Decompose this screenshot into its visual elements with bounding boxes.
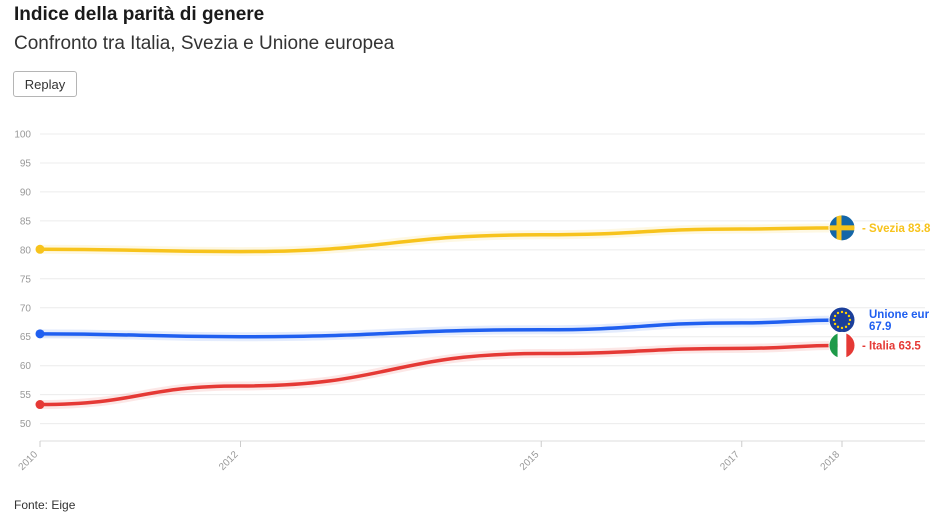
chart-subtitle: Confronto tra Italia, Svezia e Unione eu… <box>14 33 395 54</box>
eu-flag-icon <box>828 306 856 334</box>
grid-lines <box>40 133 925 425</box>
series-unione-europea <box>35 315 847 342</box>
y-tick-label: 75 <box>20 274 32 285</box>
chart-title: Indice della parità di genere <box>14 4 265 25</box>
y-tick-label: 100 <box>14 130 31 141</box>
y-tick-label: 90 <box>20 187 32 198</box>
series-start-marker <box>35 400 45 410</box>
x-axis: 2010 2012 2015 2017 2018 <box>17 440 925 473</box>
series-line <box>38 318 844 339</box>
series-start-marker <box>35 329 45 339</box>
end-label: Unione eur 67.9 <box>869 309 930 333</box>
end-label-name: Unione eur <box>869 309 930 321</box>
y-tick-label: 65 <box>20 332 32 343</box>
y-tick-label: 80 <box>20 245 32 256</box>
series-line <box>38 343 844 407</box>
end-label-dash: - <box>862 223 869 235</box>
end-label-name: Italia <box>869 340 898 352</box>
series-svezia <box>35 223 847 257</box>
series-start-marker <box>35 244 45 254</box>
end-label-name: Svezia <box>869 223 908 235</box>
italy-flag-icon <box>828 331 856 359</box>
y-tick-label: 95 <box>20 158 32 169</box>
y-tick-label: 85 <box>20 216 32 227</box>
y-tick-label: 70 <box>20 303 32 314</box>
x-tick-label: 2012 <box>217 449 241 473</box>
series-halo <box>35 340 847 410</box>
end-label-value: 67.9 <box>869 321 891 333</box>
series-lines <box>35 223 847 410</box>
end-label-value: 83.8 <box>908 223 931 235</box>
series-italia <box>35 340 847 410</box>
y-tick-label: 60 <box>20 361 32 372</box>
end-label: - Italia 63.5 <box>862 340 921 352</box>
source-note: Fonte: Eige <box>14 498 76 512</box>
end-label: - Svezia 83.8 <box>862 223 931 235</box>
x-tick-label: 2018 <box>819 449 843 473</box>
x-tick-label: 2010 <box>17 449 41 473</box>
y-tick-label: 55 <box>20 390 32 401</box>
end-label-dash: - <box>862 340 869 352</box>
end-label-value: 63.5 <box>898 340 921 352</box>
replay-button[interactable]: Replay <box>13 71 77 97</box>
x-tick-label: 2017 <box>718 449 742 473</box>
sweden-flag-icon <box>828 214 856 242</box>
y-tick-label: 50 <box>20 419 32 430</box>
series-line <box>38 226 844 254</box>
y-axis: 50 55 60 65 70 75 80 85 90 95 100 <box>14 130 31 431</box>
x-tick-label: 2015 <box>518 449 542 473</box>
